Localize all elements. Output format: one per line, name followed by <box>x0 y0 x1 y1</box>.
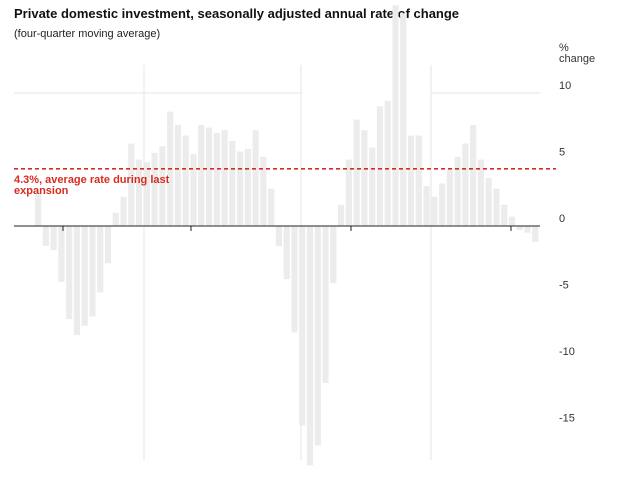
bar <box>42 226 49 246</box>
bar <box>229 140 236 226</box>
bar <box>516 226 523 230</box>
bar <box>477 159 485 226</box>
chart-title: Private domestic investment, seasonally … <box>14 6 460 21</box>
bar <box>384 100 391 226</box>
y-axis-label: change <box>559 53 595 65</box>
bar <box>190 154 197 226</box>
reference-label: 4.3%, average rate during last <box>14 174 170 186</box>
y-axis-label: % <box>559 42 569 54</box>
bar <box>439 183 446 226</box>
reference-label: expansion <box>14 185 69 197</box>
bar <box>205 127 213 226</box>
bar <box>136 159 143 226</box>
bar <box>198 124 205 226</box>
bar <box>89 226 96 317</box>
bar <box>454 156 461 226</box>
bar <box>151 152 158 226</box>
bar <box>524 226 531 233</box>
bars <box>35 5 539 466</box>
bar <box>58 226 65 282</box>
bar <box>275 226 283 246</box>
bar <box>369 147 376 226</box>
bar <box>237 151 244 226</box>
bar <box>159 146 166 226</box>
bar <box>97 226 104 293</box>
bar <box>338 204 345 226</box>
bar <box>182 135 189 226</box>
bar <box>345 159 352 226</box>
bar <box>112 212 119 226</box>
bar <box>400 13 407 227</box>
bar <box>120 196 127 226</box>
bar <box>244 148 251 226</box>
y-tick-label: 0 <box>559 213 565 225</box>
bar <box>330 226 337 284</box>
chart-subtitle: (four-quarter moving average) <box>14 28 161 40</box>
bar <box>415 135 422 226</box>
y-tick-label: 5 <box>559 147 565 159</box>
bar <box>283 226 290 280</box>
bar <box>361 130 368 226</box>
bar <box>50 226 57 250</box>
bar <box>128 143 135 226</box>
y-tick-label: 10 <box>559 80 571 92</box>
bar <box>431 196 438 226</box>
y-axis: 10 5 0 -5 -10 -15%change <box>559 42 595 425</box>
bar <box>143 162 150 226</box>
bar <box>470 124 477 226</box>
bar <box>174 124 182 226</box>
bar <box>376 106 384 226</box>
bar <box>532 226 539 242</box>
bar <box>299 226 306 426</box>
y-tick-label: -10 <box>559 346 575 358</box>
bar <box>462 143 469 226</box>
bar <box>213 132 220 226</box>
bar <box>314 226 321 446</box>
x-axis <box>14 225 540 231</box>
bar <box>322 226 329 383</box>
bar <box>392 5 399 226</box>
y-tick-label: -5 <box>559 280 569 292</box>
bar <box>306 226 314 466</box>
bar <box>423 186 430 226</box>
bar <box>268 188 275 226</box>
bar <box>446 170 453 226</box>
bar <box>353 119 360 226</box>
bar <box>260 156 267 226</box>
bar <box>493 188 500 226</box>
bar <box>104 226 112 264</box>
bar <box>221 130 228 226</box>
bar <box>81 226 88 326</box>
bar <box>501 204 508 226</box>
bar <box>66 226 73 320</box>
y-tick-label: -15 <box>559 413 575 425</box>
bar <box>407 135 415 226</box>
bar <box>252 130 259 226</box>
bar <box>485 178 492 226</box>
bar <box>73 226 81 336</box>
bar <box>35 192 42 226</box>
bar <box>508 216 516 226</box>
bar <box>291 226 298 333</box>
